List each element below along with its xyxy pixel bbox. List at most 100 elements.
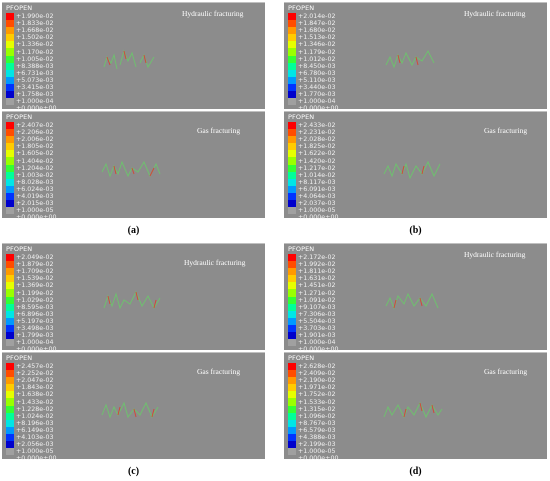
legend-swatch (6, 62, 14, 70)
legend-swatch (6, 178, 14, 186)
legend-value: +2.190e-02 (298, 377, 336, 385)
legend-value: +1.825e-02 (298, 143, 336, 151)
legend-value: +1.000e-05 (298, 448, 336, 456)
fracture-network (383, 401, 443, 419)
legend-swatch (288, 91, 296, 99)
legend-swatch (288, 150, 296, 158)
legend-swatch (288, 448, 296, 456)
legend-entry: +1.901e-03 (288, 332, 338, 340)
legend-entry: +1.758e-03 (6, 91, 56, 99)
panel-c: PFOPEN +2.049e-02 +1.879e-02 +1.709e-02 +1.… (2, 243, 265, 481)
legend-swatch (288, 178, 296, 186)
legend: PFOPEN +2.014e-02 +1.847e-02 +1.680e-02 +1.… (288, 5, 338, 112)
legend-value: +8.196e-03 (16, 419, 54, 427)
legend-swatch (288, 268, 296, 276)
legend-entry: +6.579e-03 (288, 426, 338, 434)
legend-entry: +1.024e-02 (6, 412, 56, 420)
legend-value: +1.091e-02 (298, 296, 336, 304)
legend-value: +1.014e-02 (298, 171, 336, 179)
legend-swatch (6, 27, 14, 35)
panel-caption: (b) (409, 225, 422, 236)
legend-value: +1.012e-02 (298, 55, 336, 63)
legend-entry: +1.404e-02 (6, 157, 56, 165)
legend-entry: +2.049e-02 (6, 254, 56, 262)
legend-entry: +1.605e-02 (6, 150, 56, 158)
legend-value: +1.000e-05 (16, 207, 54, 215)
legend-entry: +1.000e-05 (288, 448, 338, 456)
legend-entry: +4.064e-03 (288, 192, 338, 201)
legend-entry: +1.096e-02 (288, 412, 338, 420)
legend-swatch (6, 310, 14, 318)
legend-entry: +2.190e-02 (288, 377, 338, 385)
legend-entry: +1.992e-02 (288, 261, 338, 269)
legend-swatch (288, 157, 296, 165)
legend-value: +0.000e+00 (298, 214, 339, 222)
legend-swatch (288, 296, 296, 304)
legend-swatch (6, 41, 14, 49)
legend-swatch (288, 289, 296, 297)
legend-rows: +2.014e-02 +1.847e-02 +1.680e-02 +1.513e-02… (288, 13, 338, 112)
subplot-label: Gas fracturing (484, 126, 528, 135)
legend-swatch (6, 164, 14, 172)
legend-swatch (6, 214, 14, 221)
legend-swatch (6, 289, 14, 297)
legend-value: +2.206e-02 (16, 129, 54, 137)
legend-value: +2.015e-03 (16, 200, 54, 208)
legend-swatch (288, 405, 296, 413)
legend-title: PFOPEN (288, 113, 315, 121)
legend-value: +5.110e-03 (298, 76, 336, 84)
legend-swatch (6, 363, 14, 371)
legend-value: +6.780e-03 (298, 69, 336, 77)
legend-value: +6.896e-03 (16, 310, 54, 318)
legend-entry: +5.110e-03 (288, 76, 338, 84)
legend-entry: +1.204e-02 (6, 164, 56, 172)
legend-entry: +1.622e-02 (288, 150, 338, 158)
legend-entry: +1.000e-05 (6, 207, 56, 215)
legend-entry: +2.407e-02 (6, 122, 56, 130)
legend-swatch (6, 455, 14, 462)
legend-value: +1.709e-02 (16, 268, 54, 276)
legend-entry: +1.752e-02 (288, 391, 338, 399)
legend-swatch (288, 200, 296, 208)
legend-value: +1.000e-04 (16, 98, 54, 106)
legend-value: +1.199e-02 (16, 289, 54, 297)
legend-entry: +1.879e-02 (6, 261, 56, 269)
gas-subplot: PFOPEN +2.457e-02 +2.252e-02 +2.047e-02 +1.… (2, 352, 265, 462)
panel-caption: (d) (409, 466, 422, 477)
legend-swatch (6, 303, 14, 311)
legend-title: PFOPEN (6, 4, 33, 12)
legend-entry: +5.073e-03 (6, 76, 56, 84)
legend-entry: +3.440e-03 (288, 83, 338, 92)
legend-value: +1.271e-02 (298, 289, 336, 297)
legend-swatch (6, 55, 14, 63)
legend-swatch (6, 317, 14, 325)
legend-swatch (288, 20, 296, 28)
legend-value: +2.252e-02 (16, 370, 54, 378)
legend-value: +6.731e-03 (16, 69, 54, 77)
legend-entry: +1.638e-02 (6, 391, 56, 399)
legend-entry: +1.228e-02 (6, 405, 56, 413)
legend-entry: +8.196e-03 (6, 419, 56, 427)
legend-value: +0.000e+00 (16, 214, 57, 222)
legend-swatch (6, 122, 14, 130)
legend-entry: +1.847e-02 (288, 20, 338, 28)
legend-entry: +0.000e+00 (288, 105, 338, 112)
legend-entry: +2.014e-02 (288, 13, 338, 21)
legend-swatch (6, 91, 14, 99)
legend-value: +2.037e-03 (298, 200, 336, 208)
legend-entry: +3.703e-03 (288, 324, 338, 333)
legend-swatch (6, 391, 14, 399)
legend-entry: +1.000e-04 (288, 98, 338, 106)
legend-entry: +8.388e-03 (6, 62, 56, 70)
legend-entry: +1.709e-02 (6, 268, 56, 276)
legend-value: +1.024e-02 (16, 412, 54, 420)
legend-value: +1.000e-04 (16, 339, 54, 347)
legend-swatch (6, 13, 14, 21)
subplot-label: Gas fracturing (197, 126, 241, 135)
legend-entry: +2.409e-02 (288, 370, 338, 378)
legend-swatch (6, 448, 14, 456)
legend-value: +1.502e-02 (16, 34, 54, 42)
legend-entry: +1.420e-02 (288, 157, 338, 165)
legend-swatch (6, 69, 14, 77)
legend-swatch (6, 200, 14, 208)
